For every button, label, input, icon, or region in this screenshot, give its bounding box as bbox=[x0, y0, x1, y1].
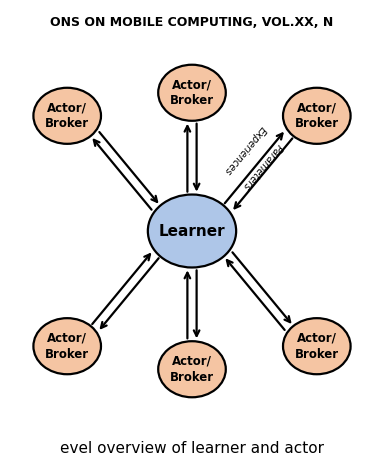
Text: Actor/
Broker: Actor/ Broker bbox=[170, 355, 214, 384]
Text: Actor/
Broker: Actor/ Broker bbox=[295, 332, 339, 361]
Text: Actor/
Broker: Actor/ Broker bbox=[45, 332, 89, 361]
Ellipse shape bbox=[158, 65, 226, 121]
Text: Parameters: Parameters bbox=[240, 142, 284, 192]
Text: evel overview of learner and actor: evel overview of learner and actor bbox=[60, 441, 324, 456]
Ellipse shape bbox=[283, 88, 351, 144]
Text: ONS ON MOBILE COMPUTING, VOL.XX, N: ONS ON MOBILE COMPUTING, VOL.XX, N bbox=[50, 16, 334, 29]
Ellipse shape bbox=[33, 318, 101, 374]
Ellipse shape bbox=[33, 88, 101, 144]
Ellipse shape bbox=[158, 341, 226, 397]
Text: Learner: Learner bbox=[159, 224, 225, 238]
Ellipse shape bbox=[283, 318, 351, 374]
Ellipse shape bbox=[148, 195, 236, 267]
Text: Actor/
Broker: Actor/ Broker bbox=[45, 101, 89, 130]
Text: Actor/
Broker: Actor/ Broker bbox=[170, 78, 214, 107]
Text: Experiences: Experiences bbox=[222, 124, 268, 176]
Text: Actor/
Broker: Actor/ Broker bbox=[295, 101, 339, 130]
